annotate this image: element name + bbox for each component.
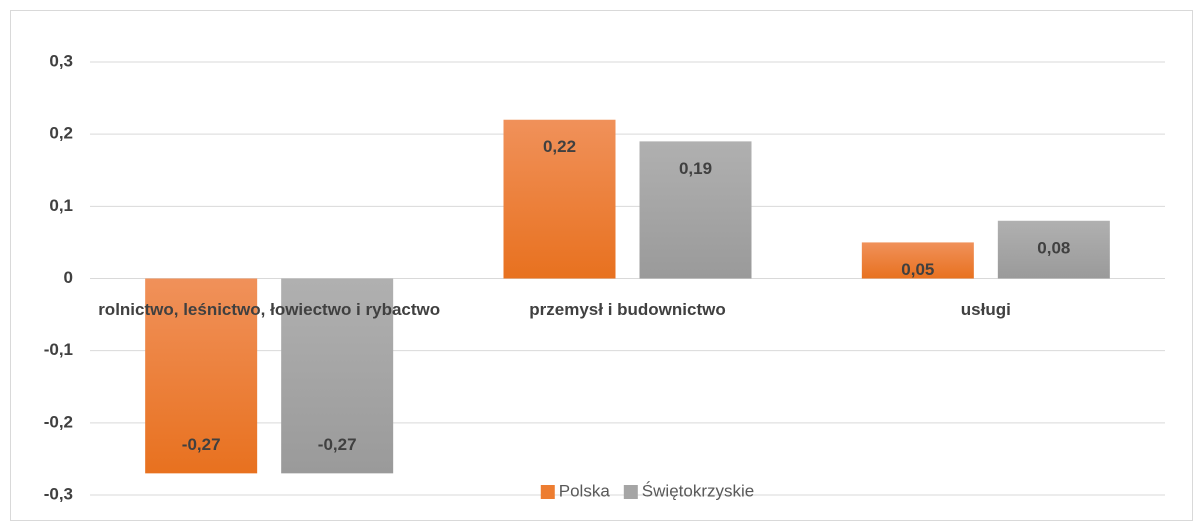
data-label: 0,22 — [543, 137, 576, 156]
bar — [281, 278, 394, 474]
bar — [145, 278, 258, 474]
y-tick-label: -0,2 — [44, 412, 73, 431]
y-tick-label: 0 — [64, 268, 73, 287]
bar — [503, 119, 616, 279]
x-tick-label: przemysł i budownictwo — [529, 300, 725, 319]
bar — [997, 220, 1110, 279]
x-tick-label: usługi — [961, 300, 1011, 319]
legend-swatch — [623, 485, 638, 499]
y-tick-label: -0,1 — [44, 340, 73, 359]
data-label: -0,27 — [318, 435, 357, 454]
bar — [861, 242, 974, 279]
data-label: 0,08 — [1037, 238, 1070, 257]
legend-swatch — [540, 485, 555, 499]
data-label: 0,05 — [901, 260, 934, 279]
x-tick-label: rolnictwo, leśnictwo, łowiectwo i rybact… — [98, 300, 440, 319]
y-tick-label: 0,1 — [49, 196, 73, 215]
data-label: 0,19 — [679, 159, 712, 178]
legend: Polska Świętokrzyskie — [540, 481, 754, 500]
legend-label: Świętokrzyskie — [642, 481, 754, 500]
bar — [639, 141, 752, 279]
data-label: -0,27 — [182, 435, 221, 454]
y-tick-label: -0,3 — [44, 484, 73, 503]
y-tick-label: 0,3 — [49, 51, 73, 70]
legend-label: Polska — [559, 481, 611, 500]
y-tick-label: 0,2 — [49, 124, 73, 143]
